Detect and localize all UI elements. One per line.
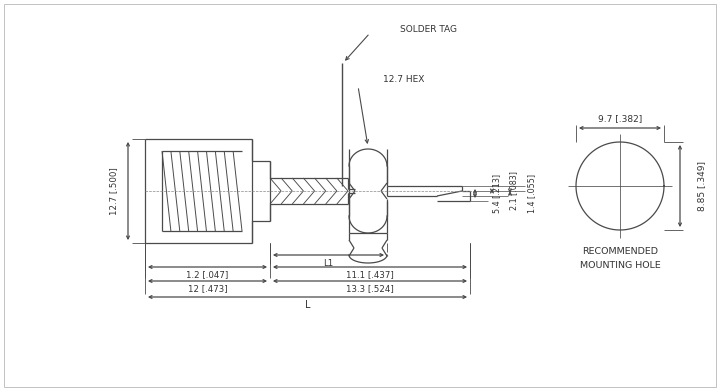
Text: SOLDER TAG: SOLDER TAG [400, 25, 457, 34]
Text: 12 [.473]: 12 [.473] [188, 285, 228, 294]
Text: L: L [305, 300, 310, 310]
Text: L1: L1 [323, 258, 333, 267]
Text: 2.1 [.083]: 2.1 [.083] [510, 172, 518, 210]
Text: RECOMMENDED: RECOMMENDED [582, 248, 658, 256]
Text: 11.1 [.437]: 11.1 [.437] [346, 271, 394, 280]
Text: MOUNTING HOLE: MOUNTING HOLE [580, 260, 660, 269]
Text: 12.7 [.500]: 12.7 [.500] [109, 167, 119, 215]
Text: 5.4 [.213]: 5.4 [.213] [492, 174, 502, 213]
Text: 8.85 [.349]: 8.85 [.349] [698, 161, 706, 211]
Text: 1.4 [.055]: 1.4 [.055] [528, 174, 536, 213]
Text: 9.7 [.382]: 9.7 [.382] [598, 115, 642, 124]
Text: 12.7 HEX: 12.7 HEX [383, 75, 424, 84]
Text: 1.2 [.047]: 1.2 [.047] [186, 271, 229, 280]
Text: 13.3 [.524]: 13.3 [.524] [346, 285, 394, 294]
